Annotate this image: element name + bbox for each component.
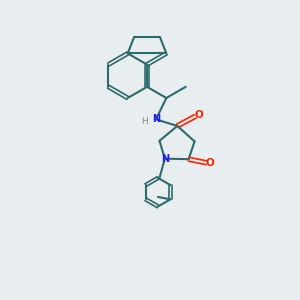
Text: O: O: [206, 158, 214, 168]
Text: N: N: [161, 154, 169, 164]
Text: N: N: [152, 114, 160, 124]
Text: O: O: [194, 110, 203, 120]
Text: H: H: [141, 117, 148, 126]
